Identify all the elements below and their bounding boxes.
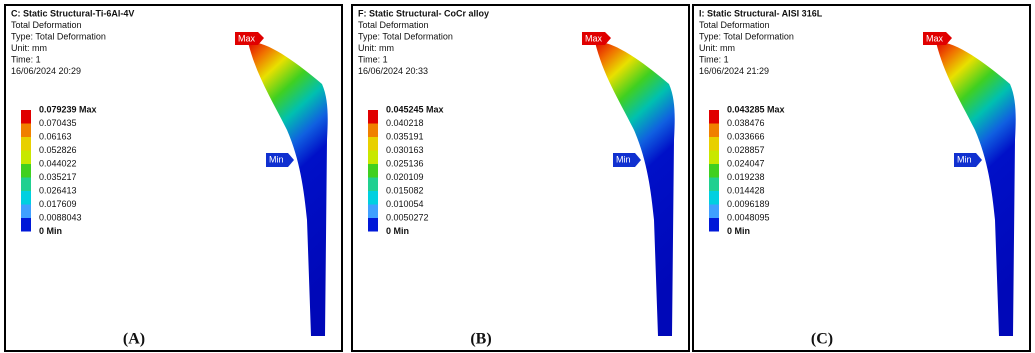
legend-label: 0 Min bbox=[386, 226, 409, 236]
min-tag: Min bbox=[957, 154, 972, 164]
caption: (B) bbox=[470, 331, 491, 348]
header-line: Total Deformation bbox=[699, 20, 770, 30]
legend-label: 0.0050272 bbox=[386, 212, 429, 222]
legend-swatch bbox=[21, 218, 31, 232]
header-line: Total Deformation bbox=[358, 20, 429, 30]
legend-label: 0.026413 bbox=[39, 185, 77, 195]
header-line: Time: 1 bbox=[699, 54, 729, 64]
header-line: Unit: mm bbox=[11, 43, 47, 53]
legend-swatch bbox=[21, 205, 31, 219]
legend-swatch bbox=[368, 164, 378, 178]
panel: I: Static Structural- AISI 316L Total Def… bbox=[693, 5, 1030, 351]
legend-swatch bbox=[368, 110, 378, 124]
legend-swatch bbox=[709, 124, 719, 138]
legend-swatch bbox=[368, 191, 378, 205]
header-line: Type: Total Deformation bbox=[699, 31, 794, 41]
legend-swatch bbox=[709, 110, 719, 124]
legend-label: 0.035217 bbox=[39, 172, 77, 182]
legend-label: 0.020109 bbox=[386, 172, 424, 182]
legend-swatch bbox=[21, 124, 31, 138]
legend-swatch bbox=[709, 191, 719, 205]
header-line: 16/06/2024 20:29 bbox=[11, 66, 81, 76]
legend-swatch bbox=[368, 137, 378, 151]
legend-label: 0.079239 Max bbox=[39, 104, 97, 114]
legend-swatch bbox=[368, 218, 378, 232]
legend-label: 0.0048095 bbox=[727, 212, 770, 222]
header-line: F: Static Structural- CoCr alloy bbox=[358, 8, 489, 18]
legend-label: 0.028857 bbox=[727, 145, 765, 155]
legend-label: 0.019238 bbox=[727, 172, 765, 182]
legend-swatch bbox=[709, 151, 719, 165]
max-tag: Max bbox=[585, 33, 603, 43]
legend-swatch bbox=[709, 178, 719, 192]
legend-swatch bbox=[368, 178, 378, 192]
legend-label: 0.033666 bbox=[727, 131, 765, 141]
legend-swatch bbox=[21, 164, 31, 178]
legend-label: 0.025136 bbox=[386, 158, 424, 168]
legend-label: 0.017609 bbox=[39, 199, 77, 209]
header-line: Unit: mm bbox=[358, 43, 394, 53]
legend-label: 0.070435 bbox=[39, 118, 77, 128]
legend-swatch bbox=[709, 218, 719, 232]
legend-label: 0.043285 Max bbox=[727, 104, 785, 114]
legend-label: 0.0096189 bbox=[727, 199, 770, 209]
legend-label: 0 Min bbox=[727, 226, 750, 236]
panel: F: Static Structural- CoCr alloy Total De… bbox=[352, 5, 689, 351]
legend-swatch bbox=[21, 191, 31, 205]
header-line: 16/06/2024 20:33 bbox=[358, 66, 428, 76]
header-line: Unit: mm bbox=[699, 43, 735, 53]
legend-label: 0.045245 Max bbox=[386, 104, 444, 114]
legend-label: 0.038476 bbox=[727, 118, 765, 128]
caption: (C) bbox=[811, 331, 833, 348]
figure: C: Static Structural-Ti-6Al-4V Total Defo… bbox=[0, 0, 1035, 353]
panel: C: Static Structural-Ti-6Al-4V Total Defo… bbox=[5, 5, 342, 351]
legend-label: 0.015082 bbox=[386, 185, 424, 195]
header-line: Total Deformation bbox=[11, 20, 82, 30]
header-line: Type: Total Deformation bbox=[11, 31, 106, 41]
legend-swatch bbox=[368, 151, 378, 165]
legend-swatch bbox=[368, 205, 378, 219]
legend-swatch bbox=[21, 151, 31, 165]
header-line: C: Static Structural-Ti-6Al-4V bbox=[11, 8, 134, 18]
page: C: Static Structural-Ti-6Al-4V Total Defo… bbox=[0, 0, 1035, 353]
header-line: Time: 1 bbox=[11, 54, 41, 64]
legend-swatch bbox=[21, 110, 31, 124]
legend-label: 0.024047 bbox=[727, 158, 765, 168]
header-line: Time: 1 bbox=[358, 54, 388, 64]
header-line: 16/06/2024 21:29 bbox=[699, 66, 769, 76]
caption: (A) bbox=[123, 331, 145, 348]
header-line: Type: Total Deformation bbox=[358, 31, 453, 41]
header-line: I: Static Structural- AISI 316L bbox=[699, 8, 823, 18]
min-tag: Min bbox=[616, 154, 631, 164]
legend-swatch bbox=[21, 178, 31, 192]
legend-label: 0 Min bbox=[39, 226, 62, 236]
legend-swatch bbox=[21, 137, 31, 151]
legend-label: 0.044022 bbox=[39, 158, 77, 168]
legend-label: 0.06163 bbox=[39, 131, 72, 141]
max-tag: Max bbox=[238, 33, 256, 43]
legend-label: 0.035191 bbox=[386, 131, 424, 141]
legend-swatch bbox=[709, 164, 719, 178]
legend-swatch bbox=[709, 205, 719, 219]
legend-label: 0.030163 bbox=[386, 145, 424, 155]
legend-swatch bbox=[709, 137, 719, 151]
legend-label: 0.014428 bbox=[727, 185, 765, 195]
legend-label: 0.0088043 bbox=[39, 212, 82, 222]
legend-label: 0.052826 bbox=[39, 145, 77, 155]
legend-label: 0.010054 bbox=[386, 199, 424, 209]
min-tag: Min bbox=[269, 154, 284, 164]
legend-label: 0.040218 bbox=[386, 118, 424, 128]
legend-swatch bbox=[368, 124, 378, 138]
max-tag: Max bbox=[926, 33, 944, 43]
